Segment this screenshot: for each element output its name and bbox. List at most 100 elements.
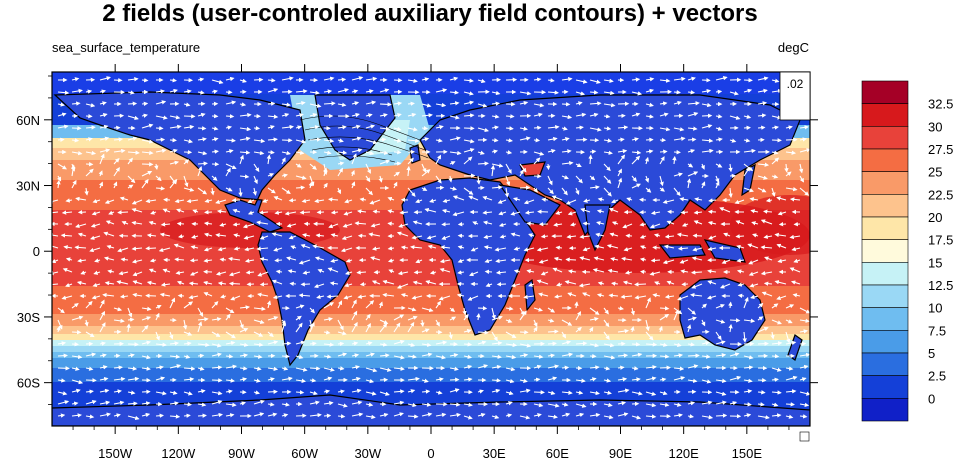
wind-vector [659, 175, 664, 187]
wind-vector [188, 294, 199, 300]
wind-vector [687, 126, 698, 131]
wind-vector [662, 199, 675, 204]
wind-vector [239, 126, 252, 132]
wind-vector [582, 221, 591, 226]
wind-vector [575, 341, 588, 346]
wind-vector [469, 271, 479, 277]
wind-vector [617, 365, 625, 370]
wind-vector [528, 282, 535, 287]
wind-vector [737, 282, 745, 287]
wind-vector [190, 245, 199, 250]
wind-vector [239, 319, 244, 330]
wind-vector [639, 245, 647, 250]
wind-vector [799, 187, 810, 196]
wind-vector [547, 124, 560, 130]
wind-vector [793, 258, 801, 263]
wind-vector [715, 163, 723, 168]
wind-vector [387, 209, 395, 214]
wind-vector [228, 271, 241, 277]
wind-vector [774, 280, 787, 285]
wind-vector [295, 315, 302, 321]
wind-vector [56, 179, 61, 189]
wind-vector [776, 295, 787, 301]
wind-vector [729, 318, 741, 323]
wind-vector [777, 258, 787, 264]
wind-vector [169, 88, 178, 94]
wind-vector [273, 247, 283, 252]
wind-vector [687, 90, 696, 95]
wind-vector [620, 294, 633, 299]
wind-vector [757, 101, 768, 106]
wind-vector [219, 257, 227, 262]
wind-vector [680, 210, 689, 215]
wind-vector [589, 316, 599, 322]
wind-vector [524, 210, 535, 215]
wind-vector [743, 402, 752, 407]
wind-vector [183, 413, 191, 418]
wind-vector [173, 243, 185, 249]
wind-vector [484, 269, 493, 274]
wind-vector [659, 354, 670, 359]
wind-vector [771, 377, 779, 382]
wind-vector [798, 163, 804, 174]
wind-vector [761, 291, 773, 297]
wind-vector [421, 389, 431, 394]
wind-vector [61, 210, 73, 215]
wind-vector [679, 197, 689, 202]
wind-vector [664, 234, 675, 239]
wind-vector [323, 302, 335, 309]
wind-vector [743, 187, 754, 193]
wind-vector [351, 76, 364, 81]
wind-vector [452, 195, 465, 201]
wind-vector [687, 112, 699, 117]
wind-vector [693, 220, 703, 225]
wind-vector [169, 78, 178, 83]
wind-vector [99, 124, 109, 130]
wind-vector [523, 294, 535, 300]
wind-vector [295, 175, 307, 180]
wind-vector [757, 88, 768, 94]
wind-vector [113, 318, 125, 324]
wind-vector [365, 89, 374, 94]
wind-vector [449, 76, 459, 82]
wind-vector [399, 210, 409, 215]
wind-vector [421, 103, 432, 108]
wind-vector [771, 319, 782, 325]
wind-vector [533, 137, 541, 143]
wind-vector [141, 139, 154, 144]
wind-vector [609, 232, 619, 237]
wind-vector [421, 307, 434, 313]
y-tick-label: 30S [17, 310, 40, 325]
wind-vector [309, 137, 322, 142]
wind-vector [99, 148, 111, 153]
wind-vector [533, 157, 541, 165]
wind-vector [309, 175, 315, 187]
wind-vector [701, 138, 714, 143]
wind-vector [257, 292, 269, 297]
wind-vector [62, 268, 73, 273]
wind-vector [225, 354, 234, 359]
wind-vector [57, 112, 67, 117]
wind-vector [228, 256, 241, 262]
wind-vector [77, 258, 87, 263]
wind-vector [253, 163, 260, 173]
wind-vector [630, 307, 635, 316]
wind-vector [634, 282, 647, 287]
wind-vector [631, 112, 641, 117]
wind-vector [676, 232, 689, 237]
wind-vector [429, 270, 437, 275]
wind-vector [74, 245, 87, 250]
wind-vector [595, 232, 605, 238]
wind-vector [52, 199, 59, 204]
wind-vector [182, 319, 188, 330]
wind-vector [317, 268, 325, 274]
wind-vector [519, 136, 531, 141]
colorbar-label: 10 [928, 301, 942, 316]
wind-vector [295, 113, 304, 118]
wind-vector [789, 197, 801, 202]
wind-vector [457, 245, 465, 250]
wind-vector [511, 283, 521, 288]
wind-vector [752, 233, 759, 238]
wind-vector [351, 299, 357, 309]
